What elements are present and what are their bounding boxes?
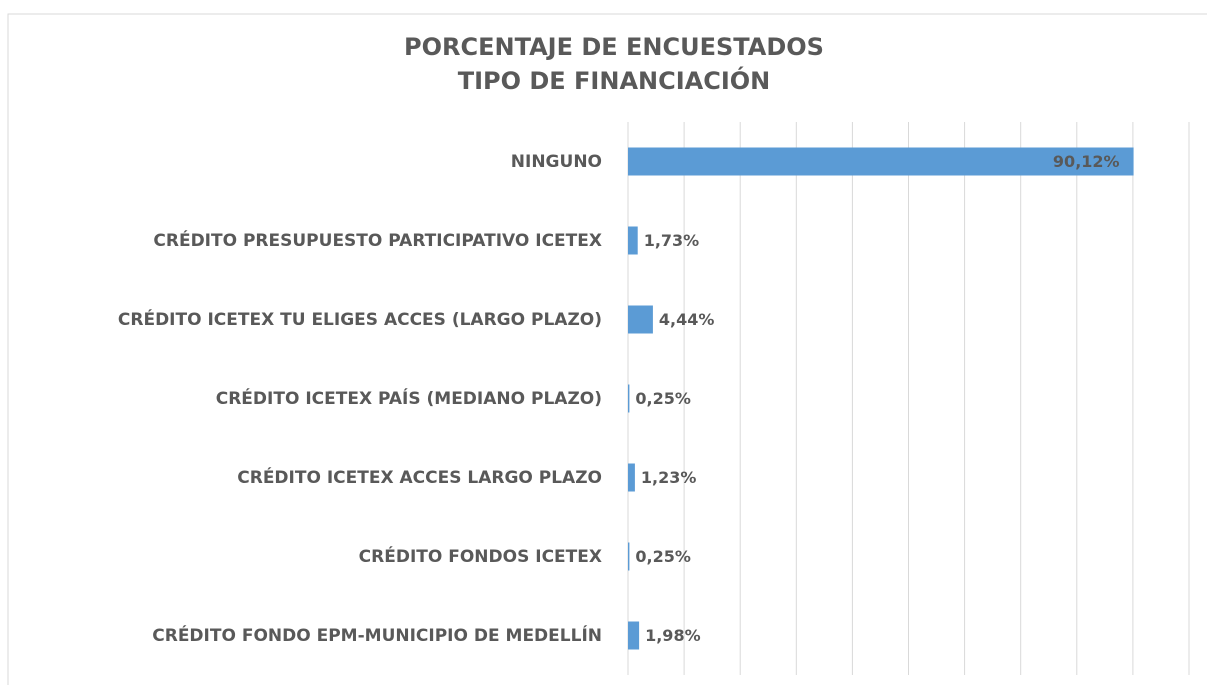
bar — [628, 226, 638, 255]
y-tick-label: CRÉDITO ICETEX ACCES LARGO PLAZO — [237, 467, 602, 488]
chart-subtitle: TIPO DE FINANCIACIÓN — [458, 65, 771, 95]
bar — [628, 621, 640, 650]
y-tick-label: CRÉDITO FONDO EPM-MUNICIPIO DE MEDELLÍN — [152, 625, 602, 646]
data-label: 0,25% — [635, 389, 691, 408]
y-tick-label: CRÉDITO FONDOS ICETEX — [358, 546, 602, 567]
data-label: 1,73% — [644, 231, 700, 250]
bar — [628, 384, 630, 413]
data-label: 1,23% — [641, 468, 697, 487]
y-tick-label: CRÉDITO ICETEX PAÍS (MEDIANO PLAZO) — [215, 388, 602, 409]
y-tick-label: CRÉDITO PRESUPUESTO PARTICIPATIVO ICETEX — [153, 230, 602, 251]
y-tick-label: CRÉDITO ICETEX TU ELIGES ACCES (LARGO PL… — [117, 309, 602, 330]
data-label: 4,44% — [659, 310, 715, 329]
frame — [7, 13, 1207, 685]
bar — [628, 147, 1134, 176]
y-tick-label: NINGUNO — [510, 151, 602, 172]
bar — [628, 305, 653, 334]
data-label: 1,98% — [645, 626, 701, 645]
bar — [628, 463, 635, 492]
bar — [628, 542, 630, 571]
data-label: 0,25% — [635, 547, 691, 566]
chart-title: PORCENTAJE DE ENCUESTADOS — [404, 33, 824, 61]
data-label: 90,12% — [1053, 152, 1120, 171]
